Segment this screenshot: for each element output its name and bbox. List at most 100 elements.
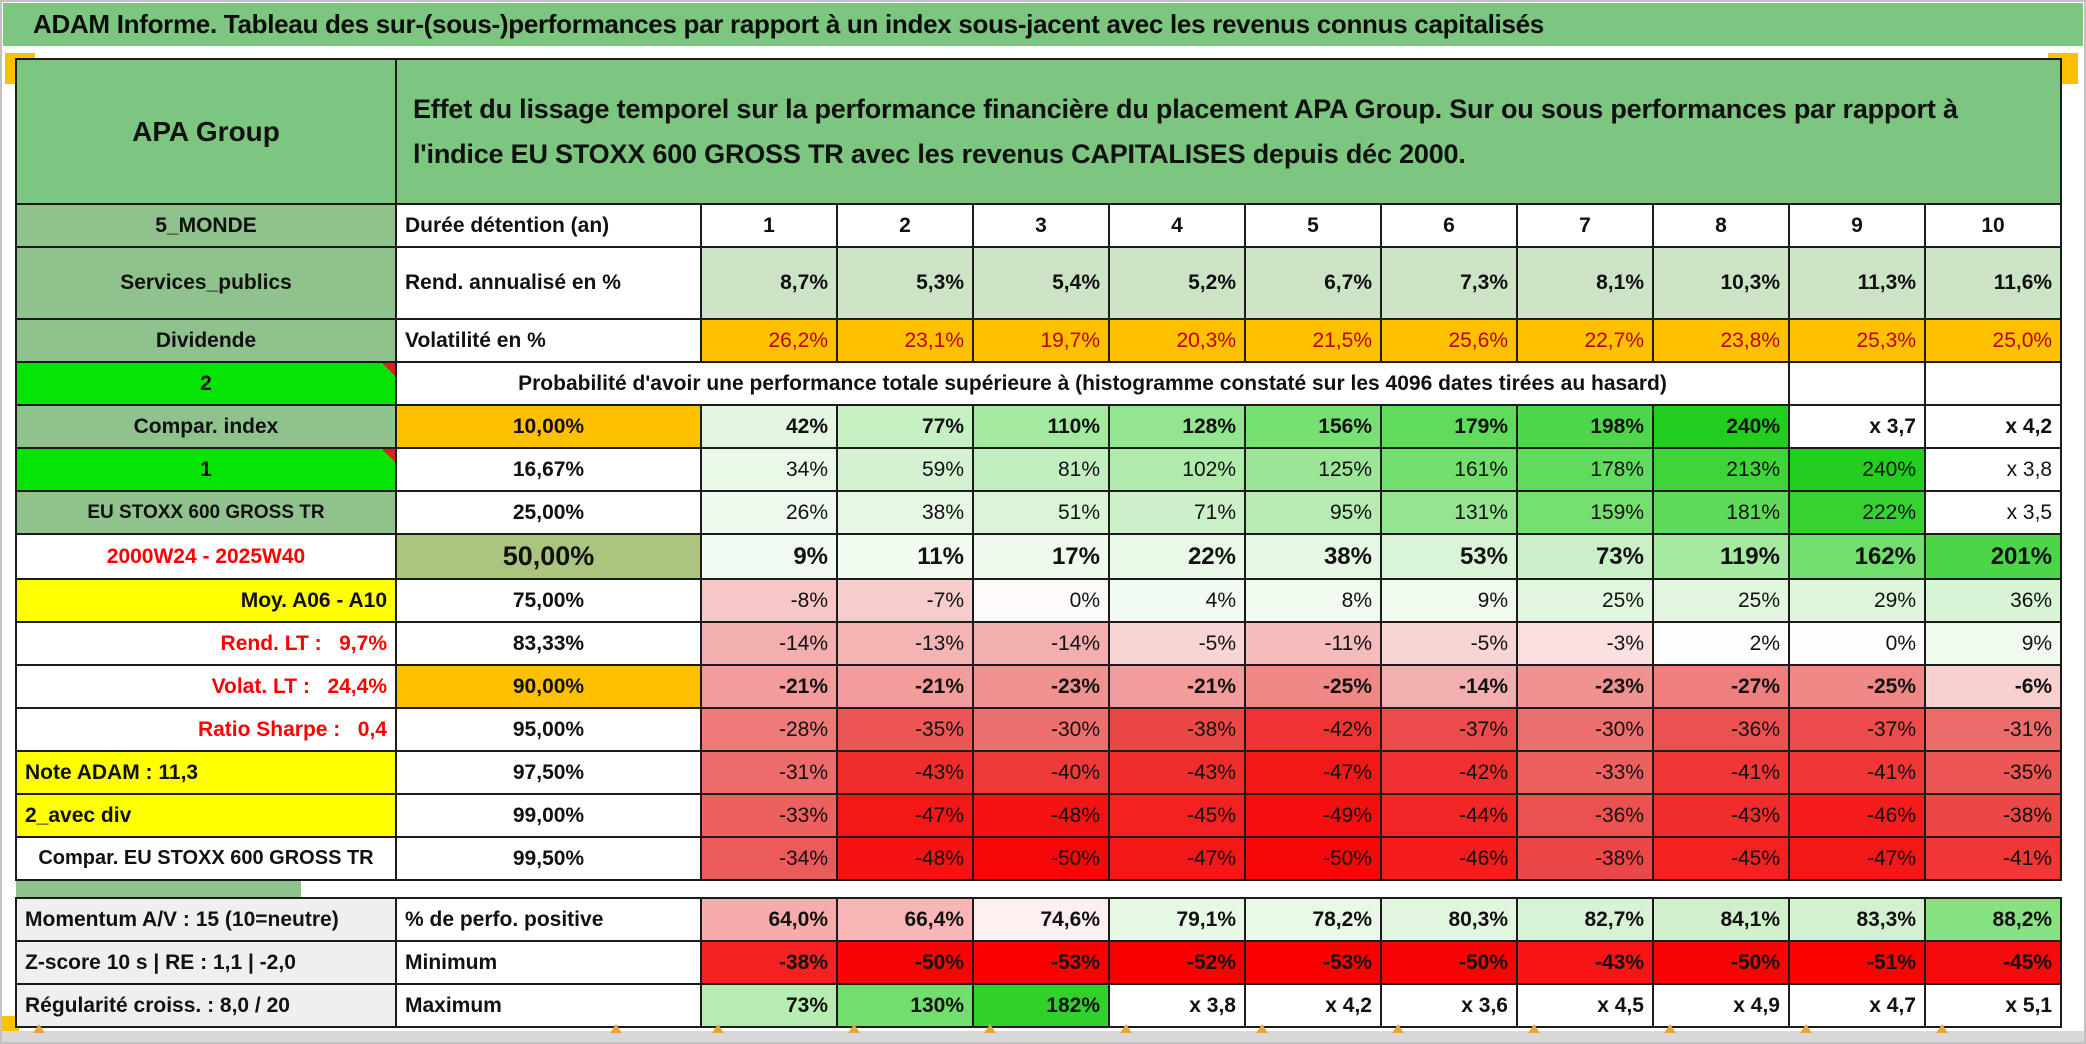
data-cell[interactable]: -36%: [1652, 707, 1790, 752]
data-cell[interactable]: -21%: [836, 664, 974, 709]
row-label-cell[interactable]: Compar. EU STOXX 600 GROSS TR: [15, 836, 397, 881]
data-cell[interactable]: 8: [1652, 203, 1790, 248]
row-label-cell[interactable]: Volat. LT : 24,4%: [15, 664, 397, 709]
data-cell[interactable]: 17%: [972, 533, 1110, 580]
data-cell[interactable]: -52%: [1108, 940, 1246, 985]
data-cell[interactable]: -23%: [972, 664, 1110, 709]
row-head-cell[interactable]: Minimum: [395, 940, 702, 985]
data-cell[interactable]: 73%: [700, 983, 838, 1028]
data-cell[interactable]: -38%: [1516, 836, 1654, 881]
row-head-cell[interactable]: Maximum: [395, 983, 702, 1028]
row-head-cell[interactable]: 50,00%: [395, 533, 702, 580]
data-cell[interactable]: -50%: [972, 836, 1110, 881]
data-cell[interactable]: -41%: [1788, 750, 1926, 795]
data-cell[interactable]: 9%: [1923, 621, 2063, 666]
data-cell[interactable]: -42%: [1380, 750, 1518, 795]
data-cell[interactable]: -21%: [1108, 664, 1246, 709]
data-cell[interactable]: 74,6%: [972, 897, 1110, 942]
data-cell[interactable]: 240%: [1788, 447, 1926, 492]
data-cell[interactable]: 25%: [1516, 578, 1654, 623]
data-cell[interactable]: 95%: [1244, 490, 1382, 535]
data-cell[interactable]: x 3,8: [1923, 447, 2063, 492]
data-cell[interactable]: -42%: [1244, 707, 1382, 752]
data-cell[interactable]: 80,3%: [1380, 897, 1518, 942]
row-head-cell[interactable]: Rend. annualisé en %: [395, 246, 702, 320]
row-head-cell[interactable]: 90,00%: [395, 664, 702, 709]
data-cell[interactable]: -45%: [1108, 793, 1246, 838]
data-cell[interactable]: 5,3%: [836, 246, 974, 320]
data-cell[interactable]: 66,4%: [836, 897, 974, 942]
data-cell[interactable]: -5%: [1380, 621, 1518, 666]
data-cell[interactable]: 9%: [1380, 578, 1518, 623]
row-label-cell[interactable]: Momentum A/V : 15 (10=neutre): [15, 897, 397, 942]
row-label-cell[interactable]: 2000W24 - 2025W40: [15, 533, 397, 580]
data-cell[interactable]: 181%: [1652, 490, 1790, 535]
data-cell[interactable]: 7,3%: [1380, 246, 1518, 320]
data-cell[interactable]: 8%: [1244, 578, 1382, 623]
data-cell[interactable]: 0%: [1788, 621, 1926, 666]
data-cell[interactable]: -43%: [1516, 940, 1654, 985]
data-cell[interactable]: -50%: [1652, 940, 1790, 985]
row-head-cell[interactable]: 95,00%: [395, 707, 702, 752]
data-cell[interactable]: 2%: [1652, 621, 1790, 666]
data-cell[interactable]: 9: [1788, 203, 1926, 248]
data-cell[interactable]: 20,3%: [1108, 318, 1246, 363]
data-cell[interactable]: -33%: [1516, 750, 1654, 795]
data-cell[interactable]: 131%: [1380, 490, 1518, 535]
data-cell[interactable]: -50%: [1380, 940, 1518, 985]
data-cell[interactable]: 7: [1516, 203, 1654, 248]
row-label-cell[interactable]: 2_avec div: [15, 793, 397, 838]
data-cell[interactable]: -40%: [972, 750, 1110, 795]
row-head-cell[interactable]: 83,33%: [395, 621, 702, 666]
row-label-cell[interactable]: Note ADAM : 11,3: [15, 750, 397, 795]
data-cell[interactable]: 22,7%: [1516, 318, 1654, 363]
data-cell[interactable]: -45%: [1923, 940, 2063, 985]
data-cell[interactable]: 10: [1923, 203, 2063, 248]
data-cell[interactable]: 4%: [1108, 578, 1246, 623]
data-cell[interactable]: 23,1%: [836, 318, 974, 363]
data-cell[interactable]: -38%: [1923, 793, 2063, 838]
data-cell[interactable]: 79,1%: [1108, 897, 1246, 942]
data-cell[interactable]: 11,6%: [1923, 246, 2063, 320]
data-cell[interactable]: 6: [1380, 203, 1518, 248]
data-cell[interactable]: -28%: [700, 707, 838, 752]
data-cell[interactable]: -35%: [836, 707, 974, 752]
data-cell[interactable]: 162%: [1788, 533, 1926, 580]
data-cell[interactable]: 119%: [1652, 533, 1790, 580]
data-cell[interactable]: -49%: [1244, 793, 1382, 838]
data-cell[interactable]: 2: [836, 203, 974, 248]
data-cell[interactable]: 4: [1108, 203, 1246, 248]
data-cell[interactable]: -23%: [1516, 664, 1654, 709]
data-cell[interactable]: 5,2%: [1108, 246, 1246, 320]
portfolio-name-cell[interactable]: APA Group: [15, 58, 397, 205]
data-cell[interactable]: -43%: [1652, 793, 1790, 838]
data-cell[interactable]: -30%: [972, 707, 1110, 752]
data-cell[interactable]: 159%: [1516, 490, 1654, 535]
data-cell[interactable]: -33%: [700, 793, 838, 838]
data-cell[interactable]: -47%: [836, 793, 974, 838]
data-cell[interactable]: 88,2%: [1923, 897, 2063, 942]
data-cell[interactable]: -37%: [1788, 707, 1926, 752]
data-cell[interactable]: x 3,5: [1923, 490, 2063, 535]
data-cell[interactable]: -5%: [1108, 621, 1246, 666]
data-cell[interactable]: -44%: [1380, 793, 1518, 838]
row-label-cell[interactable]: Moy. A06 - A10: [15, 578, 397, 623]
data-cell[interactable]: 240%: [1652, 404, 1790, 449]
data-cell[interactable]: 3: [972, 203, 1110, 248]
data-cell[interactable]: 156%: [1244, 404, 1382, 449]
data-cell[interactable]: 38%: [836, 490, 974, 535]
data-cell[interactable]: -47%: [1788, 836, 1926, 881]
data-cell[interactable]: 42%: [700, 404, 838, 449]
empty-cell[interactable]: [1788, 361, 1926, 406]
row-label-cell[interactable]: Compar. index: [15, 404, 397, 449]
row-head-cell[interactable]: Volatilité en %: [395, 318, 702, 363]
data-cell[interactable]: -50%: [1244, 836, 1382, 881]
row-label-cell[interactable]: EU STOXX 600 GROSS TR: [15, 490, 397, 535]
data-cell[interactable]: 64,0%: [700, 897, 838, 942]
data-cell[interactable]: -25%: [1788, 664, 1926, 709]
row-label-cell[interactable]: Z-score 10 s | RE : 1,1 | -2,0: [15, 940, 397, 985]
data-cell[interactable]: -14%: [972, 621, 1110, 666]
data-cell[interactable]: -41%: [1923, 836, 2063, 881]
data-cell[interactable]: -37%: [1380, 707, 1518, 752]
data-cell[interactable]: -14%: [700, 621, 838, 666]
